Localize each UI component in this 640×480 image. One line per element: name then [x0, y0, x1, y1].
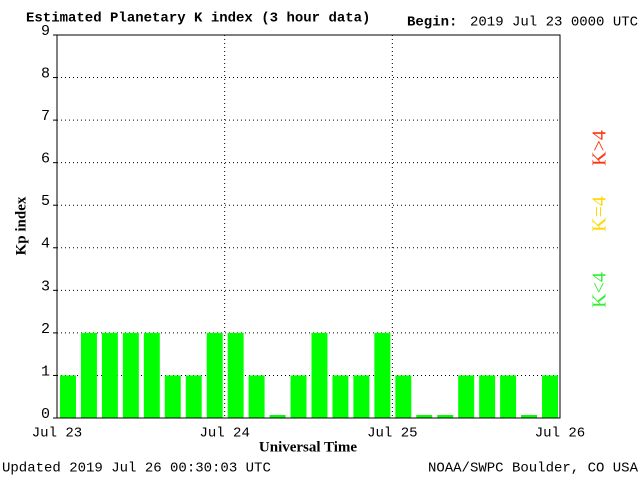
- bar: [416, 415, 433, 418]
- y-tick-label: 0: [41, 406, 50, 423]
- y-tick-label: 9: [41, 23, 50, 40]
- bar: [227, 332, 244, 418]
- y-tick-label: 4: [41, 236, 50, 253]
- begin-label: Begin:: [407, 15, 457, 31]
- y-tick-label: 7: [41, 108, 50, 125]
- bar: [164, 375, 181, 418]
- bar: [395, 375, 412, 418]
- bar: [353, 375, 370, 418]
- y-tick-label: 1: [41, 363, 50, 380]
- y-tick-label: 2: [41, 321, 50, 338]
- y-tick-label: 3: [41, 278, 50, 295]
- bar: [248, 375, 265, 418]
- bar: [332, 375, 349, 418]
- y-tick-label: 5: [41, 193, 50, 210]
- updated: Updated 2019 Jul 26 00:30:03 UTC: [2, 461, 271, 477]
- y-tick-label: 8: [41, 66, 50, 83]
- x-tick-label: Jul 25: [367, 426, 417, 442]
- x-tick-label: Jul 23: [32, 426, 82, 442]
- x-tick-label: Jul 24: [199, 426, 249, 442]
- bar: [60, 375, 76, 418]
- source: NOAA/SWPC Boulder, CO USA: [428, 461, 639, 477]
- chart-title: Estimated Planetary K index (3 hour data…: [26, 11, 370, 27]
- y-axis-label: Kp index: [13, 196, 29, 255]
- x-axis-label: Universal Time: [259, 439, 358, 455]
- bar: [143, 332, 160, 418]
- bar: [206, 332, 223, 418]
- bar: [101, 332, 118, 418]
- bar: [185, 375, 202, 418]
- bar: [437, 415, 454, 418]
- bar: [269, 415, 286, 418]
- bar: [122, 332, 139, 418]
- bar: [479, 375, 496, 418]
- bar: [311, 332, 328, 418]
- bar: [500, 375, 517, 418]
- legend-entry: K<4: [589, 272, 611, 308]
- bar: [542, 375, 558, 418]
- legend-entry: K=4: [589, 196, 611, 232]
- bar: [374, 332, 391, 418]
- x-tick-label: Jul 26: [535, 426, 585, 442]
- legend-entry: K>4: [589, 130, 611, 166]
- bar: [290, 375, 307, 418]
- bar: [521, 415, 538, 418]
- plot-frame: [56, 34, 561, 419]
- bar: [458, 375, 475, 418]
- bar: [80, 332, 97, 418]
- y-tick-label: 6: [41, 151, 50, 168]
- begin-date: 2019 Jul 23 0000 UTC: [470, 15, 638, 31]
